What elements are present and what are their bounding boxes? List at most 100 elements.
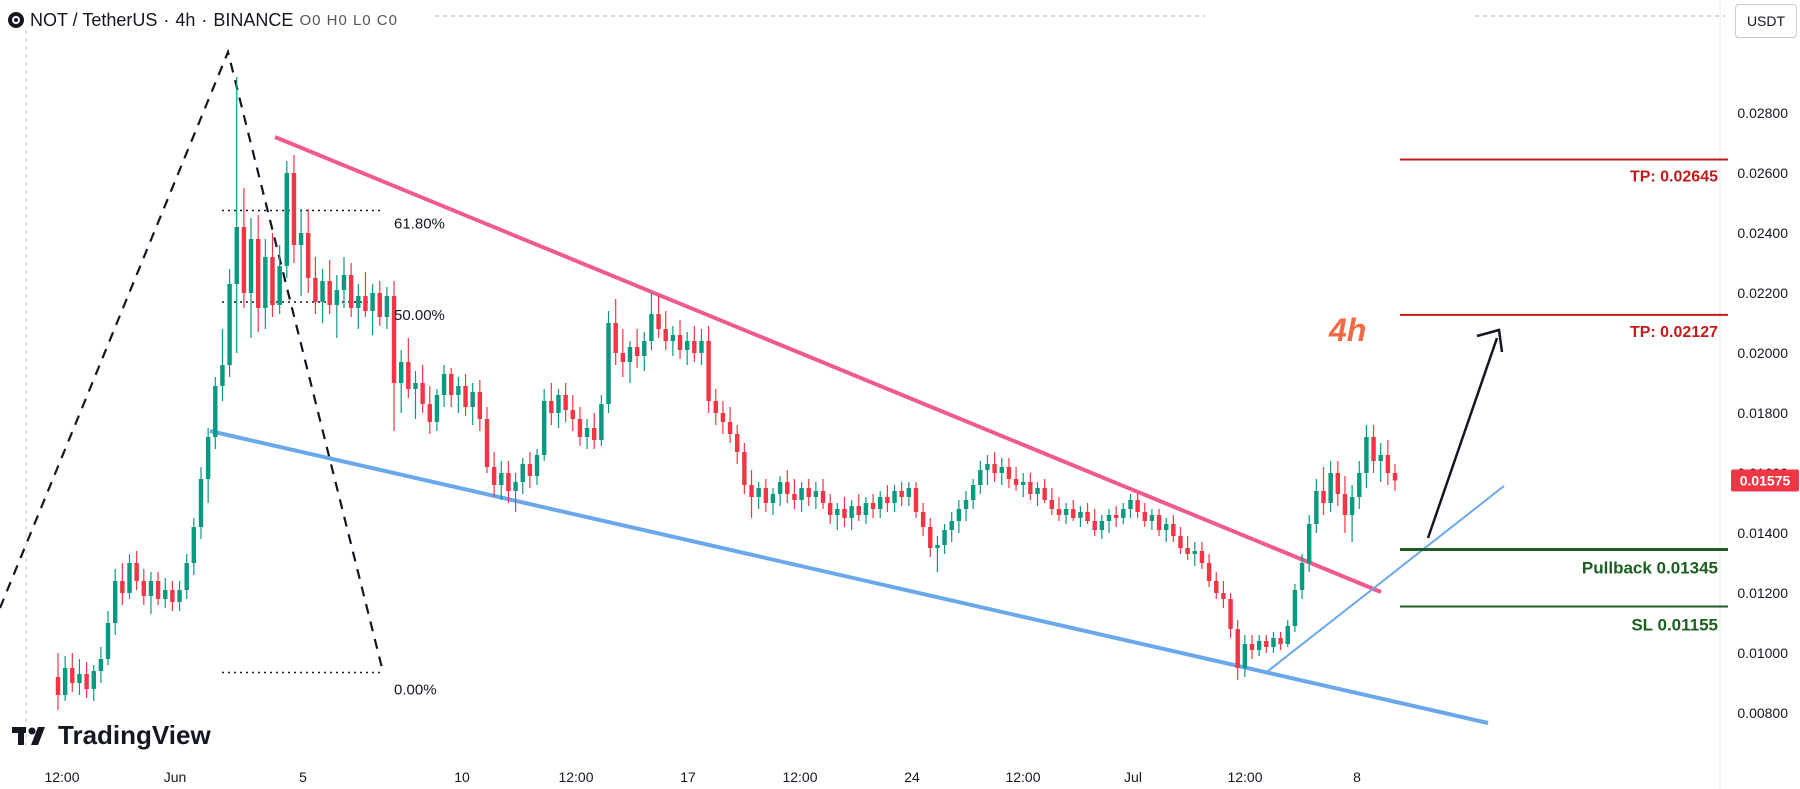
symbol-header[interactable]: NOT / TetherUS · 4h · BINANCE O0 H0 L0 C… [8, 8, 398, 32]
candle [906, 482, 912, 506]
candle [1299, 554, 1305, 599]
candle-body [1256, 641, 1262, 650]
price-axis[interactable]: 0.02800 0.02600 0.02400 0.02200 0.02000 0.018… [1731, 105, 1799, 721]
candle [491, 452, 497, 497]
currency-unit-button[interactable]: USDT [1735, 4, 1797, 38]
candle-body [856, 506, 861, 515]
candle-body [91, 671, 96, 689]
time-axis[interactable]: 12:00 Jun 5 10 12:00 17 12:00 24 12:00 Jul 12:00 8 [44, 769, 1361, 785]
candle [1392, 464, 1398, 491]
candle [1071, 500, 1076, 521]
candle-body [742, 452, 747, 485]
candle [642, 332, 647, 371]
candle-body [556, 395, 561, 413]
timeframe-chart-label: 4h [1328, 312, 1366, 348]
fib-trend-line [0, 48, 384, 669]
candle [549, 383, 554, 425]
price-tick-label: 0.00800 [1737, 705, 1788, 721]
candle [799, 482, 804, 512]
candle-body [620, 353, 626, 362]
candle-body [1085, 512, 1090, 521]
candle [284, 161, 290, 278]
candle-body [1335, 473, 1341, 494]
candle [520, 458, 525, 494]
candle [477, 380, 483, 431]
candle-body [634, 347, 640, 356]
candle [1113, 506, 1119, 527]
candle [863, 497, 869, 524]
candle-body [1314, 491, 1319, 524]
candle [391, 281, 397, 431]
candle-body [892, 491, 897, 503]
candle [420, 365, 425, 413]
candle-body [806, 488, 811, 497]
candle-body [1249, 644, 1255, 650]
candle-body [792, 494, 797, 500]
candle [1214, 572, 1219, 599]
candle-body [441, 374, 447, 395]
candle [1271, 632, 1276, 653]
candle [427, 386, 433, 434]
candle [406, 338, 411, 398]
candle [806, 479, 811, 506]
candle-body [255, 239, 261, 308]
candle [827, 494, 833, 524]
candle [649, 293, 654, 350]
take-profit-label: TP: 0.02645 [1630, 169, 1718, 186]
candle-body [170, 590, 175, 602]
candle [1249, 635, 1255, 659]
candle [241, 188, 247, 308]
tradingview-logo-icon [12, 726, 45, 745]
candle [849, 500, 854, 530]
price-tick-label: 0.02400 [1737, 225, 1788, 241]
take-profit-label: TP: 0.02127 [1630, 324, 1718, 341]
fib-level-label: 0.00% [394, 682, 437, 699]
candle-body [127, 563, 132, 593]
candle [55, 653, 61, 710]
price-tick-label: 0.02000 [1737, 345, 1788, 361]
candle [913, 482, 919, 518]
candle-body [1028, 482, 1033, 494]
candle-body [213, 386, 218, 437]
candle [777, 476, 783, 506]
candle [120, 563, 125, 605]
candle-body [584, 428, 590, 437]
candle-body [1113, 515, 1119, 518]
candle [1135, 494, 1140, 518]
candle [670, 326, 676, 356]
candle [441, 365, 447, 407]
candle-body [1235, 629, 1240, 668]
price-tick-label: 0.01200 [1737, 585, 1788, 601]
projection-arrowhead-icon [1476, 328, 1504, 353]
candle-body [298, 233, 304, 245]
candle [1085, 503, 1090, 524]
candle [348, 263, 354, 317]
candle-body [727, 422, 733, 434]
candle-body [1292, 590, 1298, 626]
candle-body [1328, 473, 1333, 503]
candle [720, 401, 726, 434]
candle-body [942, 530, 947, 545]
candle [1242, 635, 1248, 677]
candle [1235, 620, 1240, 680]
candle-body [62, 668, 68, 695]
header-separator: · [163, 9, 170, 30]
candle [692, 326, 697, 362]
candle [735, 425, 740, 464]
candle-body [1128, 500, 1133, 509]
candle-body [120, 581, 125, 593]
candle [1028, 473, 1033, 500]
candle [191, 518, 197, 575]
candle-body [684, 341, 690, 350]
candle [1292, 584, 1298, 632]
candle-body [356, 296, 361, 308]
candle [1056, 497, 1062, 521]
wedge-lower-trendline [209, 429, 1489, 725]
candle [1078, 506, 1083, 527]
candle [856, 494, 861, 521]
candle [978, 461, 983, 494]
current-price-badge[interactable] [1731, 469, 1799, 492]
candle-body [992, 464, 997, 473]
candle-body [541, 401, 547, 455]
